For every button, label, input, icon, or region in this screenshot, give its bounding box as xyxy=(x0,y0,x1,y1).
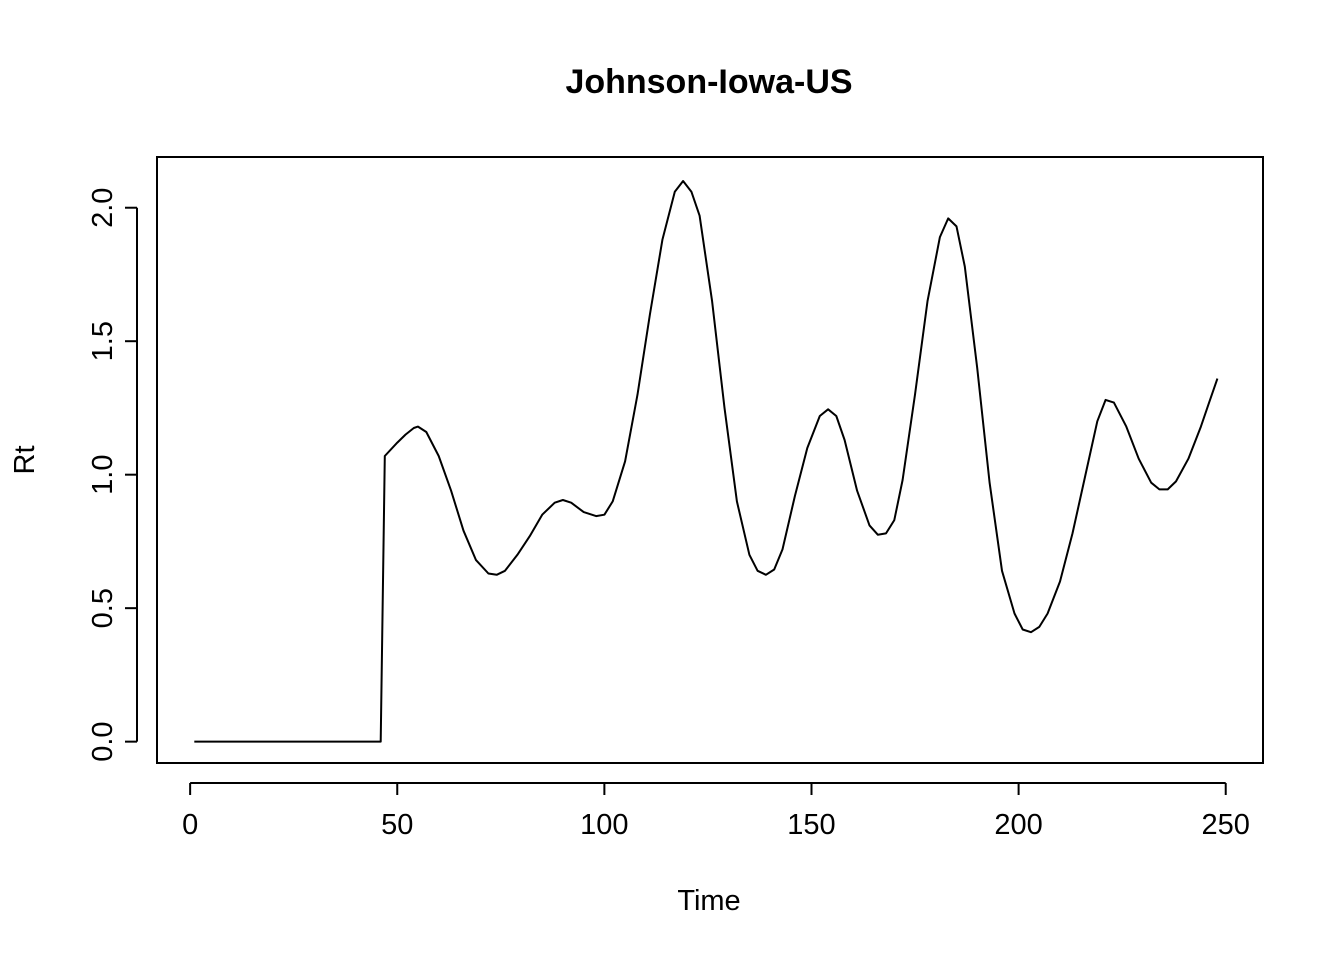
x-axis-label: Time xyxy=(677,885,740,917)
y-tick-label: 1.5 xyxy=(87,321,119,361)
series-layer xyxy=(194,180,1219,743)
y-tick-label: 1.0 xyxy=(87,455,119,495)
x-tick-label: 250 xyxy=(1202,809,1250,841)
x-tick-label: 100 xyxy=(580,809,628,841)
y-axis-label: Rt xyxy=(9,446,41,475)
chart-title: Johnson-Iowa-US xyxy=(565,63,852,101)
x-tick-label: 150 xyxy=(787,809,835,841)
y-tick-label: 0.5 xyxy=(87,588,119,628)
x-tick-label: 200 xyxy=(994,809,1042,841)
plot-frame xyxy=(156,156,1264,764)
y-axis: 0.0 0.5 1.0 1.5 2.0 xyxy=(87,188,138,762)
x-tick-label: 50 xyxy=(381,809,413,841)
series-line xyxy=(194,180,1219,743)
y-tick-label: 2.0 xyxy=(87,188,119,228)
x-axis: 0 50 100 150 200 250 xyxy=(182,782,1250,841)
x-tick-label: 0 xyxy=(182,809,198,841)
y-tick-label: 0.0 xyxy=(87,721,119,761)
